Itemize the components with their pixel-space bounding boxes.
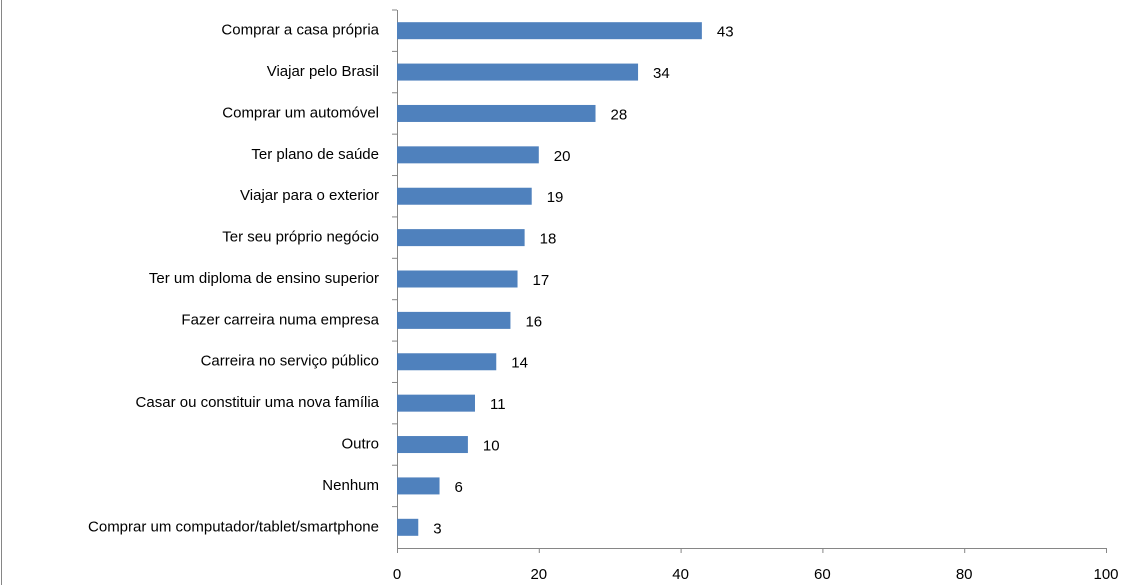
- bar: [397, 22, 702, 40]
- y-tick-label: Carreira no serviço público: [201, 353, 379, 370]
- data-label: 20: [554, 148, 571, 165]
- y-tick-label: Comprar a casa própria: [221, 22, 379, 39]
- bar: [397, 270, 518, 288]
- x-tick-label: 80: [956, 566, 973, 583]
- y-tick-label: Ter um diploma de ensino superior: [149, 270, 379, 287]
- x-tick-label: 20: [530, 566, 547, 583]
- data-label: 3: [433, 520, 441, 537]
- data-label: 28: [611, 106, 628, 123]
- bar: [397, 394, 475, 412]
- bar: [397, 477, 440, 495]
- bar: [397, 311, 511, 329]
- data-label: 17: [533, 272, 550, 289]
- x-tick-label: 60: [814, 566, 831, 583]
- y-tick-label: Fazer carreira numa empresa: [181, 311, 379, 328]
- data-label: 10: [483, 438, 500, 455]
- y-tick-label: Ter plano de saúde: [251, 146, 379, 163]
- y-tick-label: Ter seu próprio negócio: [222, 229, 379, 246]
- bar: [397, 436, 468, 454]
- x-tick-label: 40: [672, 566, 689, 583]
- y-tick-label: Viajar para o exterior: [240, 187, 379, 204]
- data-label: 19: [547, 189, 564, 206]
- y-tick-label: Nenhum: [322, 477, 379, 494]
- bar: [397, 518, 419, 536]
- y-tick-label: Comprar um automóvel: [222, 104, 379, 121]
- x-tick-label: 100: [1093, 566, 1118, 583]
- data-label: 34: [653, 65, 670, 82]
- y-tick-label: Casar ou constituir uma nova família: [136, 394, 380, 411]
- bar: [397, 146, 539, 164]
- bar: [397, 353, 497, 371]
- data-label: 14: [511, 355, 528, 372]
- data-label: 18: [540, 231, 557, 248]
- y-tick-label: Viajar pelo Brasil: [267, 63, 379, 80]
- data-label: 6: [455, 479, 463, 496]
- y-tick-label: Outro: [341, 436, 379, 453]
- data-label: 43: [717, 24, 734, 41]
- bar: [397, 104, 596, 122]
- data-label: 11: [490, 396, 506, 413]
- data-label: 16: [525, 313, 542, 330]
- bar: [397, 187, 532, 205]
- x-tick-label: 0: [393, 566, 401, 583]
- bar: [397, 229, 525, 247]
- y-tick-label: Comprar um computador/tablet/smartphone: [88, 518, 379, 535]
- bar: [397, 63, 639, 81]
